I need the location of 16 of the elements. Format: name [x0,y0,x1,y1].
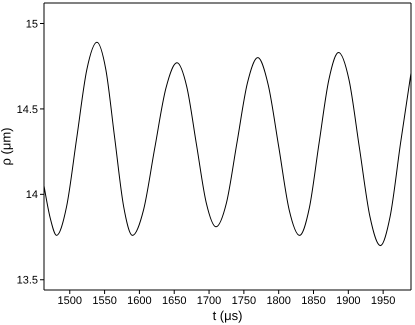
y-tick-label: 14 [26,189,38,202]
x-tick-label: 1500 [58,294,82,307]
y-tick-label: 14.5 [16,104,38,116]
x-tick-label: 1900 [336,294,361,307]
y-tick-label: 15 [26,18,38,30]
x-tick-label: 1650 [162,294,186,307]
x-tick-label: 1600 [127,294,152,307]
x-tick-label: 1800 [266,294,291,307]
x-tick-label: 1700 [196,294,222,307]
x-tick-label: 1950 [370,294,396,307]
y-axis-title: ρ (μm) [0,128,14,166]
x-axis-title: t (μs) [212,308,242,323]
x-tick-label: 1550 [92,294,117,307]
x-tick-label: 1850 [301,294,326,307]
y-tick-label: 13.5 [16,274,38,287]
x-tick-label: 1750 [232,294,256,307]
